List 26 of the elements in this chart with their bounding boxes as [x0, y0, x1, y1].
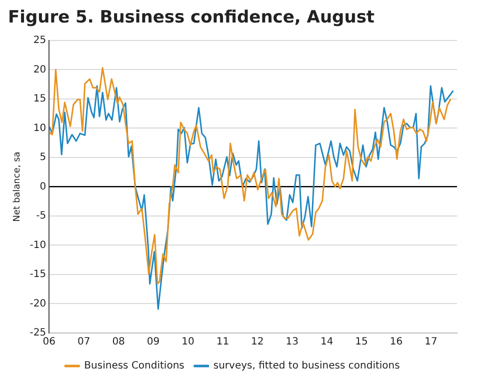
- y-tick-label: -5: [36, 210, 46, 222]
- y-tick-label: 5: [40, 152, 46, 164]
- y-tick-label: -15: [30, 269, 46, 280]
- chart-title: Figure 5. Business confidence, August: [8, 8, 375, 28]
- y-tick-label: 25: [33, 34, 46, 46]
- x-tick-label: 12: [251, 336, 264, 348]
- x-tick-label: 11: [216, 336, 230, 348]
- x-tick-label: 07: [77, 336, 90, 348]
- y-tick-label: 20: [33, 64, 46, 76]
- x-tick-label: 13: [286, 336, 298, 348]
- x-tick-label: 16: [390, 336, 403, 348]
- y-axis-title: Net balance, sa: [12, 152, 23, 222]
- x-tick-label: 10: [182, 336, 194, 348]
- y-tick-label: 0: [40, 181, 46, 192]
- y-tick-label: 10: [33, 122, 46, 134]
- legend-label: Business Conditions: [84, 360, 184, 372]
- x-tick-label: 09: [146, 336, 160, 348]
- y-tick-label: -20: [30, 298, 46, 310]
- legend-label: surveys, fitted to business conditions: [213, 360, 400, 372]
- x-tick-label: 08: [112, 336, 125, 348]
- x-tick-label: 15: [355, 336, 368, 348]
- x-tick-label: 06: [42, 336, 56, 348]
- x-tick-label: 17: [424, 336, 438, 348]
- y-tick-label: -10: [30, 240, 46, 251]
- x-tick-label: 14: [320, 336, 334, 348]
- y-tick-label: 15: [33, 94, 46, 105]
